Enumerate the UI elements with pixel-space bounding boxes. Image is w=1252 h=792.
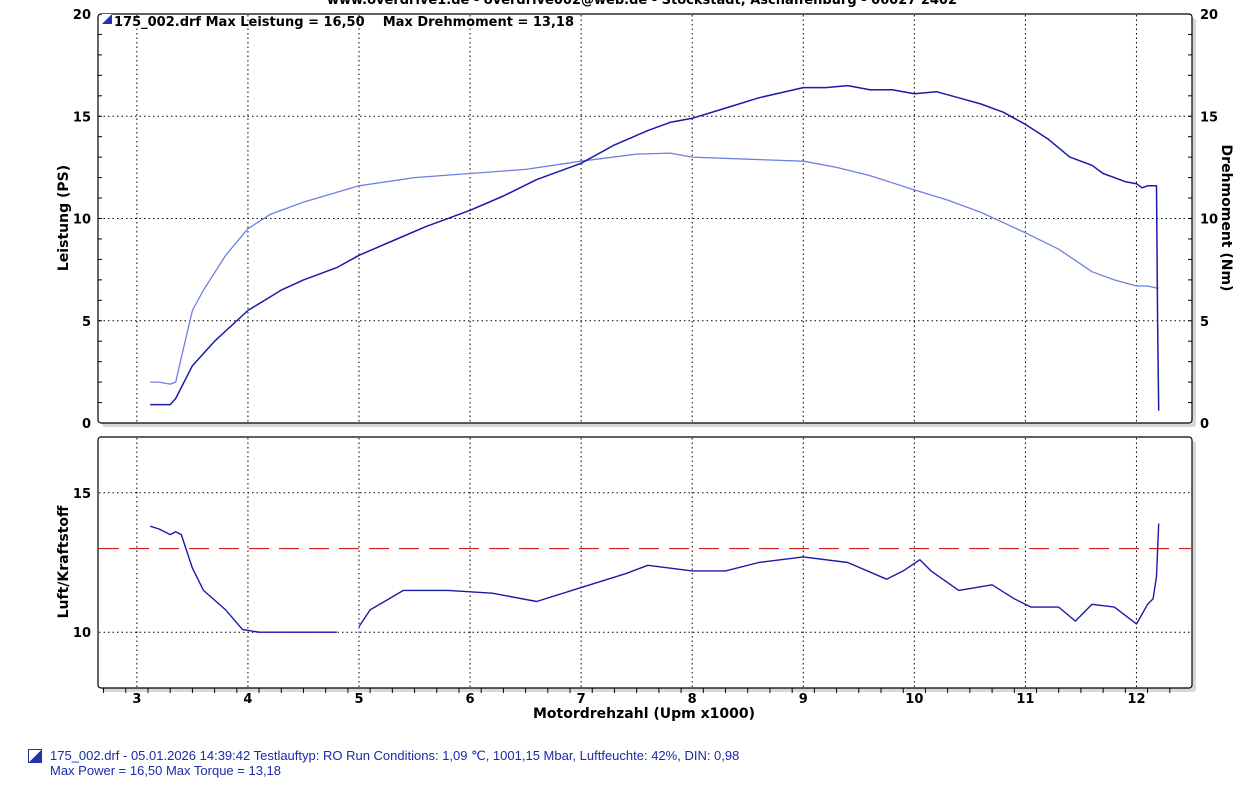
y-axis-label: Leistung (PS) bbox=[56, 165, 72, 271]
x-tick-label: 9 bbox=[799, 692, 808, 707]
y-tick-label: 0 bbox=[82, 417, 91, 432]
x-tick-label: 5 bbox=[354, 692, 363, 707]
x-tick-label: 10 bbox=[905, 692, 923, 707]
y2-tick-label: 15 bbox=[1200, 110, 1218, 125]
max-values-line: Max Power = 16,50 Max Torque = 13,18 bbox=[50, 763, 282, 778]
run-info-footer: 175_002.drf - 05.01.2026 14:39:42 Testla… bbox=[28, 748, 739, 778]
y-tick-label: 10 bbox=[73, 213, 91, 228]
y2-tick-label: 5 bbox=[1200, 315, 1209, 330]
x-tick-label: 6 bbox=[466, 692, 475, 707]
x-tick-label: 8 bbox=[688, 692, 697, 707]
y2-tick-label: 10 bbox=[1200, 213, 1218, 228]
afr-axis-label: Luft/Kraftstoff bbox=[56, 505, 72, 618]
x-axis-label: Motordrehzahl (Upm x1000) bbox=[533, 706, 755, 722]
y-tick-label: 20 bbox=[73, 8, 91, 23]
run-info-line: 175_002.drf - 05.01.2026 14:39:42 Testla… bbox=[50, 748, 740, 763]
y2-axis-label: Drehmoment (Nm) bbox=[1218, 145, 1234, 292]
y-tick-label: 15 bbox=[73, 110, 91, 125]
x-tick-label: 3 bbox=[132, 692, 141, 707]
x-tick-label: 12 bbox=[1127, 692, 1145, 707]
run-flag-icon bbox=[28, 748, 42, 763]
legend-text: 175_002.drf Max Leistung = 16,50 Max Dre… bbox=[114, 15, 574, 30]
x-tick-label: 11 bbox=[1016, 692, 1034, 707]
header-text: www.overdrive1.de - overdrive002@web.de … bbox=[327, 0, 957, 8]
legend-swatch-highlight bbox=[102, 14, 112, 24]
y2-tick-label: 0 bbox=[1200, 417, 1209, 432]
y-tick-label: 5 bbox=[82, 315, 91, 330]
x-tick-label: 4 bbox=[243, 692, 252, 707]
torque-curve bbox=[150, 152, 1159, 385]
afr-tick-label: 15 bbox=[73, 487, 91, 502]
afr-curve-2 bbox=[358, 523, 1160, 627]
afr-tick-label: 10 bbox=[73, 626, 91, 641]
bottom-panel-frame bbox=[97, 436, 1193, 689]
y2-tick-label: 20 bbox=[1200, 8, 1218, 23]
dyno-chart: www.overdrive1.de - overdrive002@web.de … bbox=[56, 0, 1234, 722]
afr-curve-1 bbox=[149, 525, 337, 633]
x-tick-label: 7 bbox=[577, 692, 586, 707]
power-curve bbox=[150, 84, 1160, 411]
legend: 175_002.drf Max Leistung = 16,50 Max Dre… bbox=[102, 14, 574, 30]
